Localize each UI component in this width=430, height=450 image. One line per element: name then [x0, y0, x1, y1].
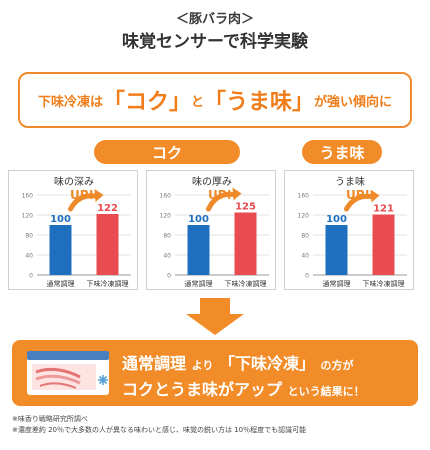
bar — [49, 225, 72, 275]
up-arrow-icon — [344, 193, 374, 212]
chart-title: うま味 — [335, 176, 365, 188]
bar-value-label: 100 — [50, 214, 71, 225]
up-arrowhead-icon — [232, 187, 242, 201]
up-arrowhead-icon — [370, 189, 380, 203]
up-label: UP! — [346, 188, 370, 202]
chart-umami: うま味 0 40 80 120 160 100 通常調理 121 下味冷凍調理 UP! — [298, 176, 407, 288]
banner-nohou: の方が — [320, 359, 354, 372]
chart-thickness: 味の厚み 0 40 80 120 160 100 通常調理 125 下味冷凍調理 UP! — [160, 176, 269, 288]
y-tick-label: 160 — [298, 193, 310, 200]
x-category-label: 通常調理 — [47, 279, 75, 288]
y-tick-label: 0 — [305, 273, 309, 280]
page-title: 味覚センサーで科学実験 — [122, 32, 308, 52]
banner-result-tail: という結果に！ — [287, 385, 365, 398]
bar-value-label: 100 — [188, 214, 209, 225]
banner-normal: 通常調理 — [122, 354, 187, 373]
x-category-label: 下味冷凍調理 — [363, 279, 405, 288]
y-tick-label: 160 — [22, 193, 34, 200]
y-tick-label: 40 — [25, 253, 33, 260]
footnote-source: ※味香り戦略研究所調べ — [12, 415, 88, 423]
bar — [372, 214, 395, 275]
up-label: UP! — [70, 188, 94, 202]
y-tick-label: 40 — [163, 253, 171, 260]
headline-part1: 下味冷凍は — [37, 94, 103, 110]
bar-value-label: 121 — [373, 204, 394, 215]
x-category-label: 下味冷凍調理 — [225, 279, 267, 288]
tag-koku: コク — [94, 140, 240, 164]
bar-value-label: 125 — [235, 202, 256, 213]
banner-line-2: コクとうま味がアップ という結果に！ — [122, 376, 412, 400]
chart-panel-thickness: 味の厚み 0 40 80 120 160 100 通常調理 125 下味冷凍調理 UP! — [146, 170, 276, 290]
y-tick-label: 120 — [22, 213, 34, 220]
chart-depth: 味の深み 0 40 80 120 160 100 通常調理 122 下味冷凍調理 UP! — [22, 176, 131, 288]
headline-term-koku: 「コク」 — [102, 90, 191, 115]
headline-part2: と — [190, 94, 204, 110]
y-tick-label: 0 — [29, 273, 33, 280]
footnotes: ※味香り戦略研究所調べ ※濃度差約 20％で大多数の人が異なる味わいと感じ、味覚… — [12, 414, 306, 436]
up-arrow-icon — [206, 191, 236, 212]
y-tick-label: 40 — [301, 253, 309, 260]
headline-part3: が強い傾向に — [314, 94, 393, 110]
result-banner: 通常調理 より 「下味冷凍」 の方が コクとうま味がアップ という結果に！ — [12, 340, 418, 406]
headline-term-umami: 「うま味」 — [204, 90, 315, 115]
bar — [96, 214, 119, 275]
footnote-threshold: ※濃度差約 20％で大多数の人が異なる味わいと感じ、味覚の鋭い方は 10％程度で… — [12, 426, 307, 434]
bar — [234, 212, 257, 275]
up-arrowhead-icon — [94, 189, 104, 202]
down-arrow-icon — [186, 298, 244, 335]
bar-value-label: 100 — [326, 214, 347, 225]
subtitle: ＜豚バラ肉＞ — [175, 12, 254, 27]
y-tick-label: 120 — [298, 213, 310, 220]
y-tick-label: 120 — [160, 213, 172, 220]
tag-umami: うま味 — [302, 140, 382, 164]
y-tick-label: 80 — [301, 233, 309, 240]
up-arrow-icon — [68, 193, 98, 212]
chart-title: 味の厚み — [192, 176, 232, 188]
banner-result-main: コクとうま味がアップ — [122, 380, 283, 399]
chart-panel-depth: 味の深み 0 40 80 120 160 100 通常調理 122 下味冷凍調理 UP! — [8, 170, 138, 290]
bar-value-label: 122 — [97, 203, 118, 214]
y-tick-label: 80 — [25, 233, 33, 240]
banner-yori: より — [191, 359, 214, 372]
x-category-label: 通常調理 — [323, 279, 351, 288]
y-tick-label: 0 — [167, 273, 171, 280]
y-tick-label: 160 — [160, 193, 172, 200]
bar — [325, 225, 348, 275]
chart-panel-umami: うま味 0 40 80 120 160 100 通常調理 121 下味冷凍調理 UP! — [284, 170, 414, 290]
x-category-label: 下味冷凍調理 — [87, 279, 129, 288]
chart-title: 味の深み — [54, 176, 94, 188]
bar — [187, 225, 210, 275]
up-label: UP! — [208, 188, 232, 202]
banner-frozen: 「下味冷凍」 — [218, 354, 315, 373]
y-tick-label: 80 — [163, 233, 171, 240]
banner-line-1: 通常調理 より 「下味冷凍」 の方が — [122, 350, 412, 374]
headline-box: 下味冷凍は 「コク」 と 「うま味」 が強い傾向に — [18, 72, 412, 128]
freezer-icon — [27, 351, 109, 395]
x-category-label: 通常調理 — [185, 279, 213, 288]
